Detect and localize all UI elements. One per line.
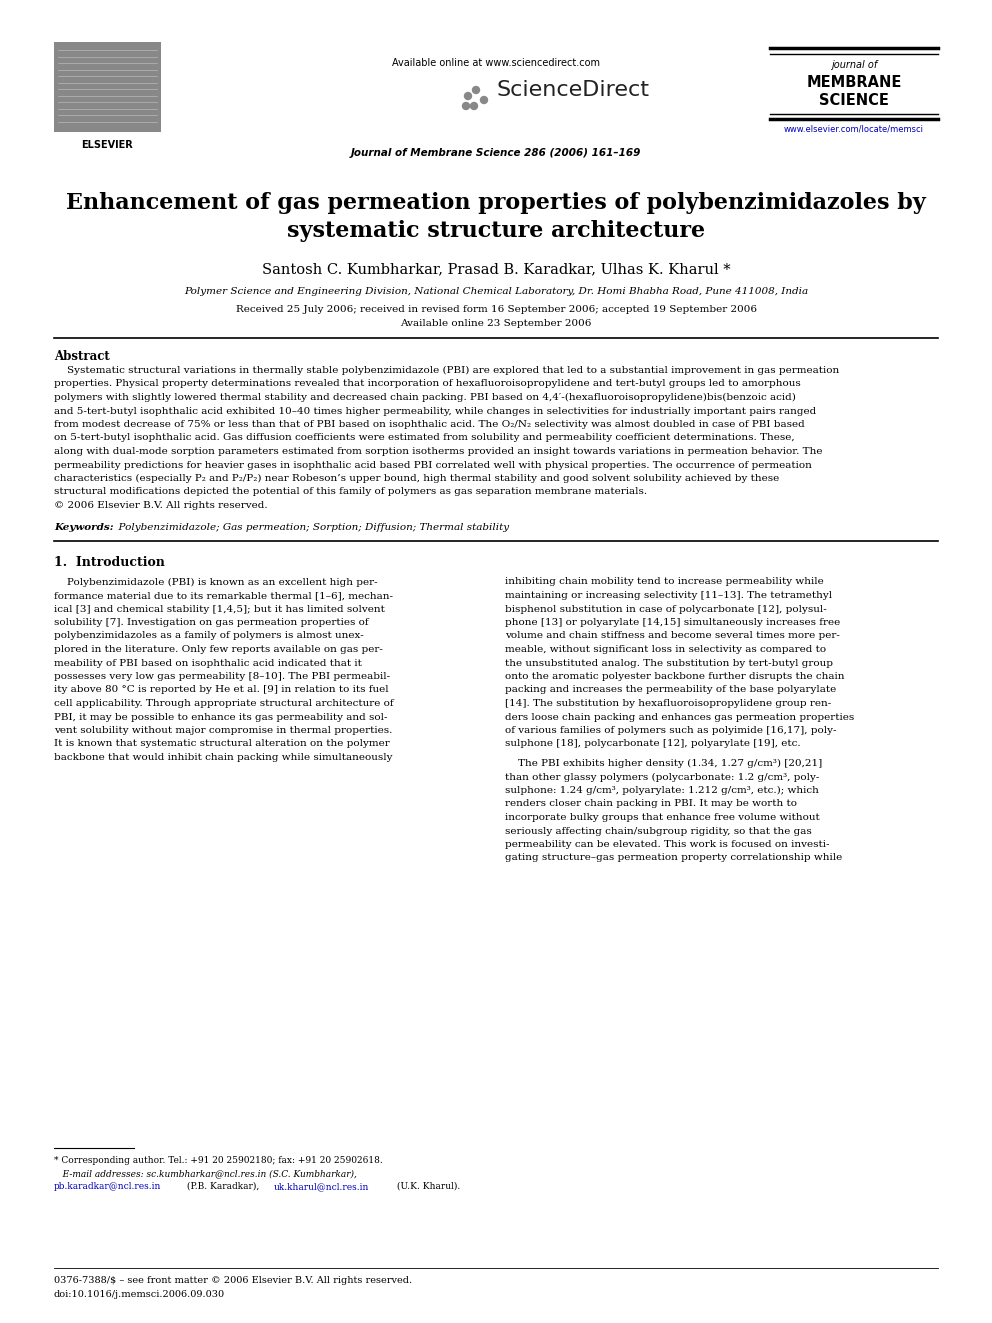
Text: 0376-7388/$ – see front matter © 2006 Elsevier B.V. All rights reserved.: 0376-7388/$ – see front matter © 2006 El… <box>54 1275 412 1285</box>
Text: Santosh C. Kumbharkar, Prasad B. Karadkar, Ulhas K. Kharul *: Santosh C. Kumbharkar, Prasad B. Karadka… <box>262 262 730 277</box>
Circle shape <box>472 86 479 94</box>
Text: Keywords:: Keywords: <box>54 523 114 532</box>
Text: renders closer chain packing in PBI. It may be worth to: renders closer chain packing in PBI. It … <box>505 799 797 808</box>
Text: It is known that systematic structural alteration on the polymer: It is known that systematic structural a… <box>54 740 390 749</box>
Text: Available online at www.sciencedirect.com: Available online at www.sciencedirect.co… <box>392 58 600 67</box>
Text: ScienceDirect: ScienceDirect <box>496 79 649 101</box>
Text: Available online 23 September 2006: Available online 23 September 2006 <box>401 319 591 328</box>
Text: pb.karadkar@ncl.res.in: pb.karadkar@ncl.res.in <box>54 1181 162 1191</box>
Text: * Corresponding author. Tel.: +91 20 25902180; fax: +91 20 25902618.: * Corresponding author. Tel.: +91 20 259… <box>54 1156 383 1166</box>
Text: along with dual-mode sorption parameters estimated from sorption isotherms provi: along with dual-mode sorption parameters… <box>54 447 822 456</box>
Text: systematic structure architecture: systematic structure architecture <box>287 220 705 242</box>
Circle shape <box>470 102 477 110</box>
Text: E-mail addresses: sc.kumbharkar@ncl.res.in (S.C. Kumbharkar),: E-mail addresses: sc.kumbharkar@ncl.res.… <box>54 1170 357 1177</box>
Text: Polymer Science and Engineering Division, National Chemical Laboratory, Dr. Homi: Polymer Science and Engineering Division… <box>184 287 808 296</box>
Circle shape <box>480 97 487 103</box>
Text: 1.  Introduction: 1. Introduction <box>54 556 165 569</box>
Text: backbone that would inhibit chain packing while simultaneously: backbone that would inhibit chain packin… <box>54 753 393 762</box>
Text: bisphenol substitution in case of polycarbonate [12], polysul-: bisphenol substitution in case of polyca… <box>505 605 826 614</box>
Text: (P.B. Karadkar),: (P.B. Karadkar), <box>184 1181 262 1191</box>
Text: gating structure–gas permeation property correlationship while: gating structure–gas permeation property… <box>505 853 842 863</box>
Text: polymers with slightly lowered thermal stability and decreased chain packing. PB: polymers with slightly lowered thermal s… <box>54 393 796 402</box>
Text: permeability predictions for heavier gases in isophthalic acid based PBI correla: permeability predictions for heavier gas… <box>54 460 811 470</box>
Text: Abstract: Abstract <box>54 351 110 363</box>
Text: packing and increases the permeability of the base polyarylate: packing and increases the permeability o… <box>505 685 836 695</box>
Text: Received 25 July 2006; received in revised form 16 September 2006; accepted 19 S: Received 25 July 2006; received in revis… <box>235 306 757 314</box>
Text: Polybenzimidazole; Gas permeation; Sorption; Diffusion; Thermal stability: Polybenzimidazole; Gas permeation; Sorpt… <box>112 523 509 532</box>
Text: on 5-tert-butyl isophthalic acid. Gas diffusion coefficients were estimated from: on 5-tert-butyl isophthalic acid. Gas di… <box>54 434 795 442</box>
Text: polybenzimidazoles as a family of polymers is almost unex-: polybenzimidazoles as a family of polyme… <box>54 631 364 640</box>
Text: of various families of polymers such as polyimide [16,17], poly-: of various families of polymers such as … <box>505 726 836 736</box>
Text: © 2006 Elsevier B.V. All rights reserved.: © 2006 Elsevier B.V. All rights reserved… <box>54 501 268 509</box>
Text: doi:10.1016/j.memsci.2006.09.030: doi:10.1016/j.memsci.2006.09.030 <box>54 1290 225 1299</box>
Text: maintaining or increasing selectivity [11–13]. The tetramethyl: maintaining or increasing selectivity [1… <box>505 591 832 601</box>
Text: characteristics (especially P₂ and P₂/P₂) near Robeson’s upper bound, high therm: characteristics (especially P₂ and P₂/P₂… <box>54 474 780 483</box>
Text: Polybenzimidazole (PBI) is known as an excellent high per-: Polybenzimidazole (PBI) is known as an e… <box>54 578 378 586</box>
Text: ELSEVIER: ELSEVIER <box>81 140 133 149</box>
Text: cell applicability. Through appropriate structural architecture of: cell applicability. Through appropriate … <box>54 699 394 708</box>
Text: vent solubility without major compromise in thermal properties.: vent solubility without major compromise… <box>54 726 393 736</box>
Text: than other glassy polymers (polycarbonate: 1.2 g/cm³, poly-: than other glassy polymers (polycarbonat… <box>505 773 819 782</box>
Text: from modest decrease of 75% or less than that of PBI based on isophthalic acid. : from modest decrease of 75% or less than… <box>54 419 805 429</box>
Text: formance material due to its remarkable thermal [1–6], mechan-: formance material due to its remarkable … <box>54 591 393 601</box>
Text: meability of PBI based on isophthalic acid indicated that it: meability of PBI based on isophthalic ac… <box>54 659 362 668</box>
Circle shape <box>464 93 471 99</box>
Text: The PBI exhibits higher density (1.34, 1.27 g/cm³) [20,21]: The PBI exhibits higher density (1.34, 1… <box>505 759 822 769</box>
Text: Enhancement of gas permeation properties of polybenzimidazoles by: Enhancement of gas permeation properties… <box>66 192 926 214</box>
Text: incorporate bulky groups that enhance free volume without: incorporate bulky groups that enhance fr… <box>505 814 819 822</box>
Text: ity above 80 °C is reported by He et al. [9] in relation to its fuel: ity above 80 °C is reported by He et al.… <box>54 685 389 695</box>
Text: PBI, it may be possible to enhance its gas permeability and sol-: PBI, it may be possible to enhance its g… <box>54 713 388 721</box>
Text: onto the aromatic polyester backbone further disrupts the chain: onto the aromatic polyester backbone fur… <box>505 672 844 681</box>
Text: www.elsevier.com/locate/memsci: www.elsevier.com/locate/memsci <box>784 124 924 134</box>
Text: ders loose chain packing and enhances gas permeation properties: ders loose chain packing and enhances ga… <box>505 713 854 721</box>
Text: Journal of Membrane Science 286 (2006) 161–169: Journal of Membrane Science 286 (2006) 1… <box>351 148 641 157</box>
Text: phone [13] or polyarylate [14,15] simultaneously increases free: phone [13] or polyarylate [14,15] simult… <box>505 618 840 627</box>
Text: seriously affecting chain/subgroup rigidity, so that the gas: seriously affecting chain/subgroup rigid… <box>505 827 811 836</box>
Text: Systematic structural variations in thermally stable polybenzimidazole (PBI) are: Systematic structural variations in ther… <box>54 366 839 376</box>
Text: and 5-tert-butyl isophthalic acid exhibited 10–40 times higher permeability, whi: and 5-tert-butyl isophthalic acid exhibi… <box>54 406 816 415</box>
Text: inhibiting chain mobility tend to increase permeability while: inhibiting chain mobility tend to increa… <box>505 578 823 586</box>
Text: possesses very low gas permeability [8–10]. The PBI permeabil-: possesses very low gas permeability [8–1… <box>54 672 390 681</box>
Text: SCIENCE: SCIENCE <box>819 93 889 108</box>
Text: plored in the literature. Only few reports available on gas per-: plored in the literature. Only few repor… <box>54 646 383 654</box>
Text: journal of: journal of <box>831 60 877 70</box>
Text: [14]. The substitution by hexafluoroisopropylidene group ren-: [14]. The substitution by hexafluoroisop… <box>505 699 831 708</box>
Circle shape <box>462 102 469 110</box>
Text: properties. Physical property determinations revealed that incorporation of hexa: properties. Physical property determinat… <box>54 380 801 389</box>
Text: MEMBRANE: MEMBRANE <box>806 75 902 90</box>
Text: meable, without significant loss in selectivity as compared to: meable, without significant loss in sele… <box>505 646 826 654</box>
Text: structural modifications depicted the potential of this family of polymers as ga: structural modifications depicted the po… <box>54 487 647 496</box>
Text: ical [3] and chemical stability [1,4,5]; but it has limited solvent: ical [3] and chemical stability [1,4,5];… <box>54 605 385 614</box>
Text: sulphone: 1.24 g/cm³, polyarylate: 1.212 g/cm³, etc.); which: sulphone: 1.24 g/cm³, polyarylate: 1.212… <box>505 786 818 795</box>
Text: sulphone [18], polycarbonate [12], polyarylate [19], etc.: sulphone [18], polycarbonate [12], polya… <box>505 740 801 749</box>
Bar <box>54 42 161 132</box>
Text: uk.kharul@ncl.res.in: uk.kharul@ncl.res.in <box>274 1181 369 1191</box>
Text: (U.K. Kharul).: (U.K. Kharul). <box>394 1181 460 1191</box>
Text: the unsubstituted analog. The substitution by tert-butyl group: the unsubstituted analog. The substituti… <box>505 659 833 668</box>
Text: permeability can be elevated. This work is focused on investi-: permeability can be elevated. This work … <box>505 840 829 849</box>
Text: solubility [7]. Investigation on gas permeation properties of: solubility [7]. Investigation on gas per… <box>54 618 369 627</box>
Text: volume and chain stiffness and become several times more per-: volume and chain stiffness and become se… <box>505 631 840 640</box>
